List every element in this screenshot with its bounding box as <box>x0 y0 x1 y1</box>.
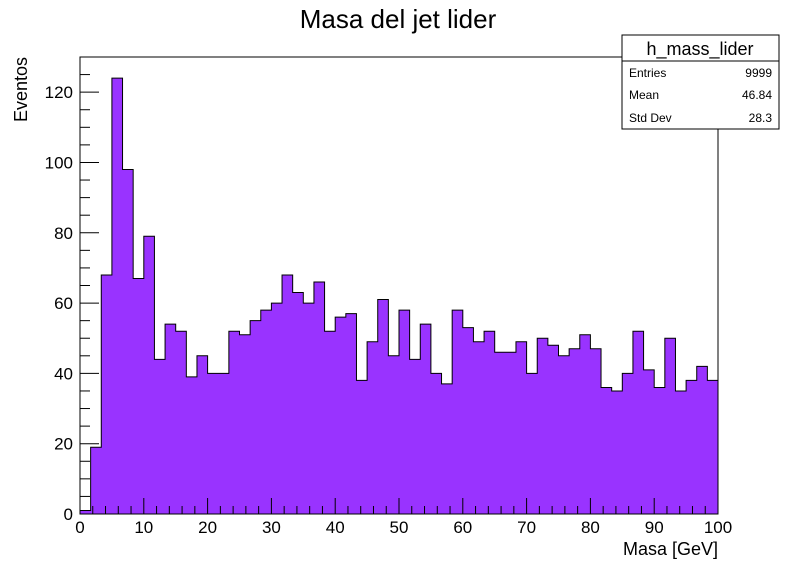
y-tick-label: 80 <box>54 224 73 243</box>
histogram-bar <box>612 391 623 514</box>
histogram-bar <box>452 310 463 514</box>
histogram-bar <box>548 345 559 514</box>
chart-title: Masa del jet lider <box>300 4 497 34</box>
histogram-bar <box>420 324 431 514</box>
x-axis-label: Masa [GeV] <box>623 539 718 559</box>
histogram-bar <box>186 377 197 514</box>
x-tick-label: 0 <box>75 518 84 537</box>
histogram-bar <box>250 321 261 514</box>
histogram-bar <box>335 317 346 514</box>
histogram-bar <box>346 314 357 514</box>
stats-mean-label: Mean <box>629 88 659 102</box>
histogram-bar <box>144 236 155 514</box>
histogram-bar <box>367 342 378 514</box>
histogram-bar <box>665 338 676 514</box>
histogram-bar <box>91 447 102 514</box>
histogram-bar <box>527 373 538 514</box>
histogram-bar <box>218 373 229 514</box>
histogram-bar <box>378 300 389 514</box>
histogram-bar <box>229 331 240 514</box>
histogram-bar <box>431 373 442 514</box>
histogram-bar <box>154 359 165 514</box>
stats-box: h_mass_lider Entries 9999 Mean 46.84 Std… <box>622 35 779 129</box>
x-tick-label: 10 <box>134 518 153 537</box>
histogram-bar <box>410 359 421 514</box>
histogram-bar <box>101 275 112 514</box>
histogram-bar <box>165 324 176 514</box>
stats-box-title: h_mass_lider <box>646 39 753 60</box>
histogram-bar <box>112 78 123 514</box>
histogram-bar <box>590 349 601 514</box>
histogram-bar <box>197 356 208 514</box>
histogram-bars <box>80 78 718 514</box>
histogram-bar <box>516 342 527 514</box>
stats-entries-label: Entries <box>629 66 666 80</box>
histogram-bar <box>80 510 91 514</box>
histogram-bar <box>303 303 314 514</box>
x-tick-label: 40 <box>326 518 345 537</box>
histogram-bar <box>399 310 410 514</box>
histogram-bar <box>569 349 580 514</box>
histogram-bar <box>123 169 134 514</box>
x-tick-label: 100 <box>704 518 732 537</box>
x-tick-label: 20 <box>198 518 217 537</box>
histogram-bar <box>537 338 548 514</box>
histogram-bar <box>473 342 484 514</box>
histogram-bar <box>495 352 506 514</box>
y-tick-label: 40 <box>54 364 73 383</box>
histogram-bar <box>707 380 718 514</box>
histogram-bar <box>505 352 516 514</box>
y-tick-label: 120 <box>45 83 73 102</box>
histogram-bar <box>622 373 633 514</box>
x-tick-label: 70 <box>517 518 536 537</box>
stats-entries-value: 9999 <box>745 66 772 80</box>
histogram-bar <box>388 356 399 514</box>
stats-stddev-value: 28.3 <box>749 111 773 125</box>
histogram-bar <box>601 387 612 514</box>
histogram-bar <box>697 366 708 514</box>
histogram-bar <box>208 373 219 514</box>
x-tick-label: 50 <box>390 518 409 537</box>
histogram-bar <box>271 303 282 514</box>
y-tick-label: 100 <box>45 153 73 172</box>
x-tick-label: 30 <box>262 518 281 537</box>
y-tick-label: 20 <box>54 435 73 454</box>
histogram-bar <box>580 335 591 514</box>
histogram-bar <box>293 293 304 514</box>
histogram-bar <box>644 370 655 514</box>
histogram-bar <box>675 391 686 514</box>
y-tick-label: 60 <box>54 294 73 313</box>
histogram-bar <box>325 331 336 514</box>
histogram-bar <box>484 331 495 514</box>
histogram-bar <box>463 328 474 514</box>
histogram-bar <box>356 380 367 514</box>
histogram-bar <box>559 356 570 514</box>
stats-stddev-label: Std Dev <box>629 111 672 125</box>
histogram-bar <box>686 380 697 514</box>
histogram-bar <box>133 278 144 514</box>
y-tick-label: 0 <box>64 505 73 524</box>
y-axis-label: Eventos <box>11 57 31 122</box>
histogram-bar <box>240 335 251 514</box>
x-tick-label: 90 <box>645 518 664 537</box>
x-tick-label: 60 <box>453 518 472 537</box>
histogram-bar <box>314 282 325 514</box>
histogram-bar <box>654 387 665 514</box>
stats-mean-value: 46.84 <box>742 88 772 102</box>
histogram-bar <box>633 331 644 514</box>
histogram-bar <box>261 310 272 514</box>
histogram-bar <box>442 384 453 514</box>
x-tick-label: 80 <box>581 518 600 537</box>
histogram-bar <box>282 275 293 514</box>
histogram-bar <box>176 331 187 514</box>
